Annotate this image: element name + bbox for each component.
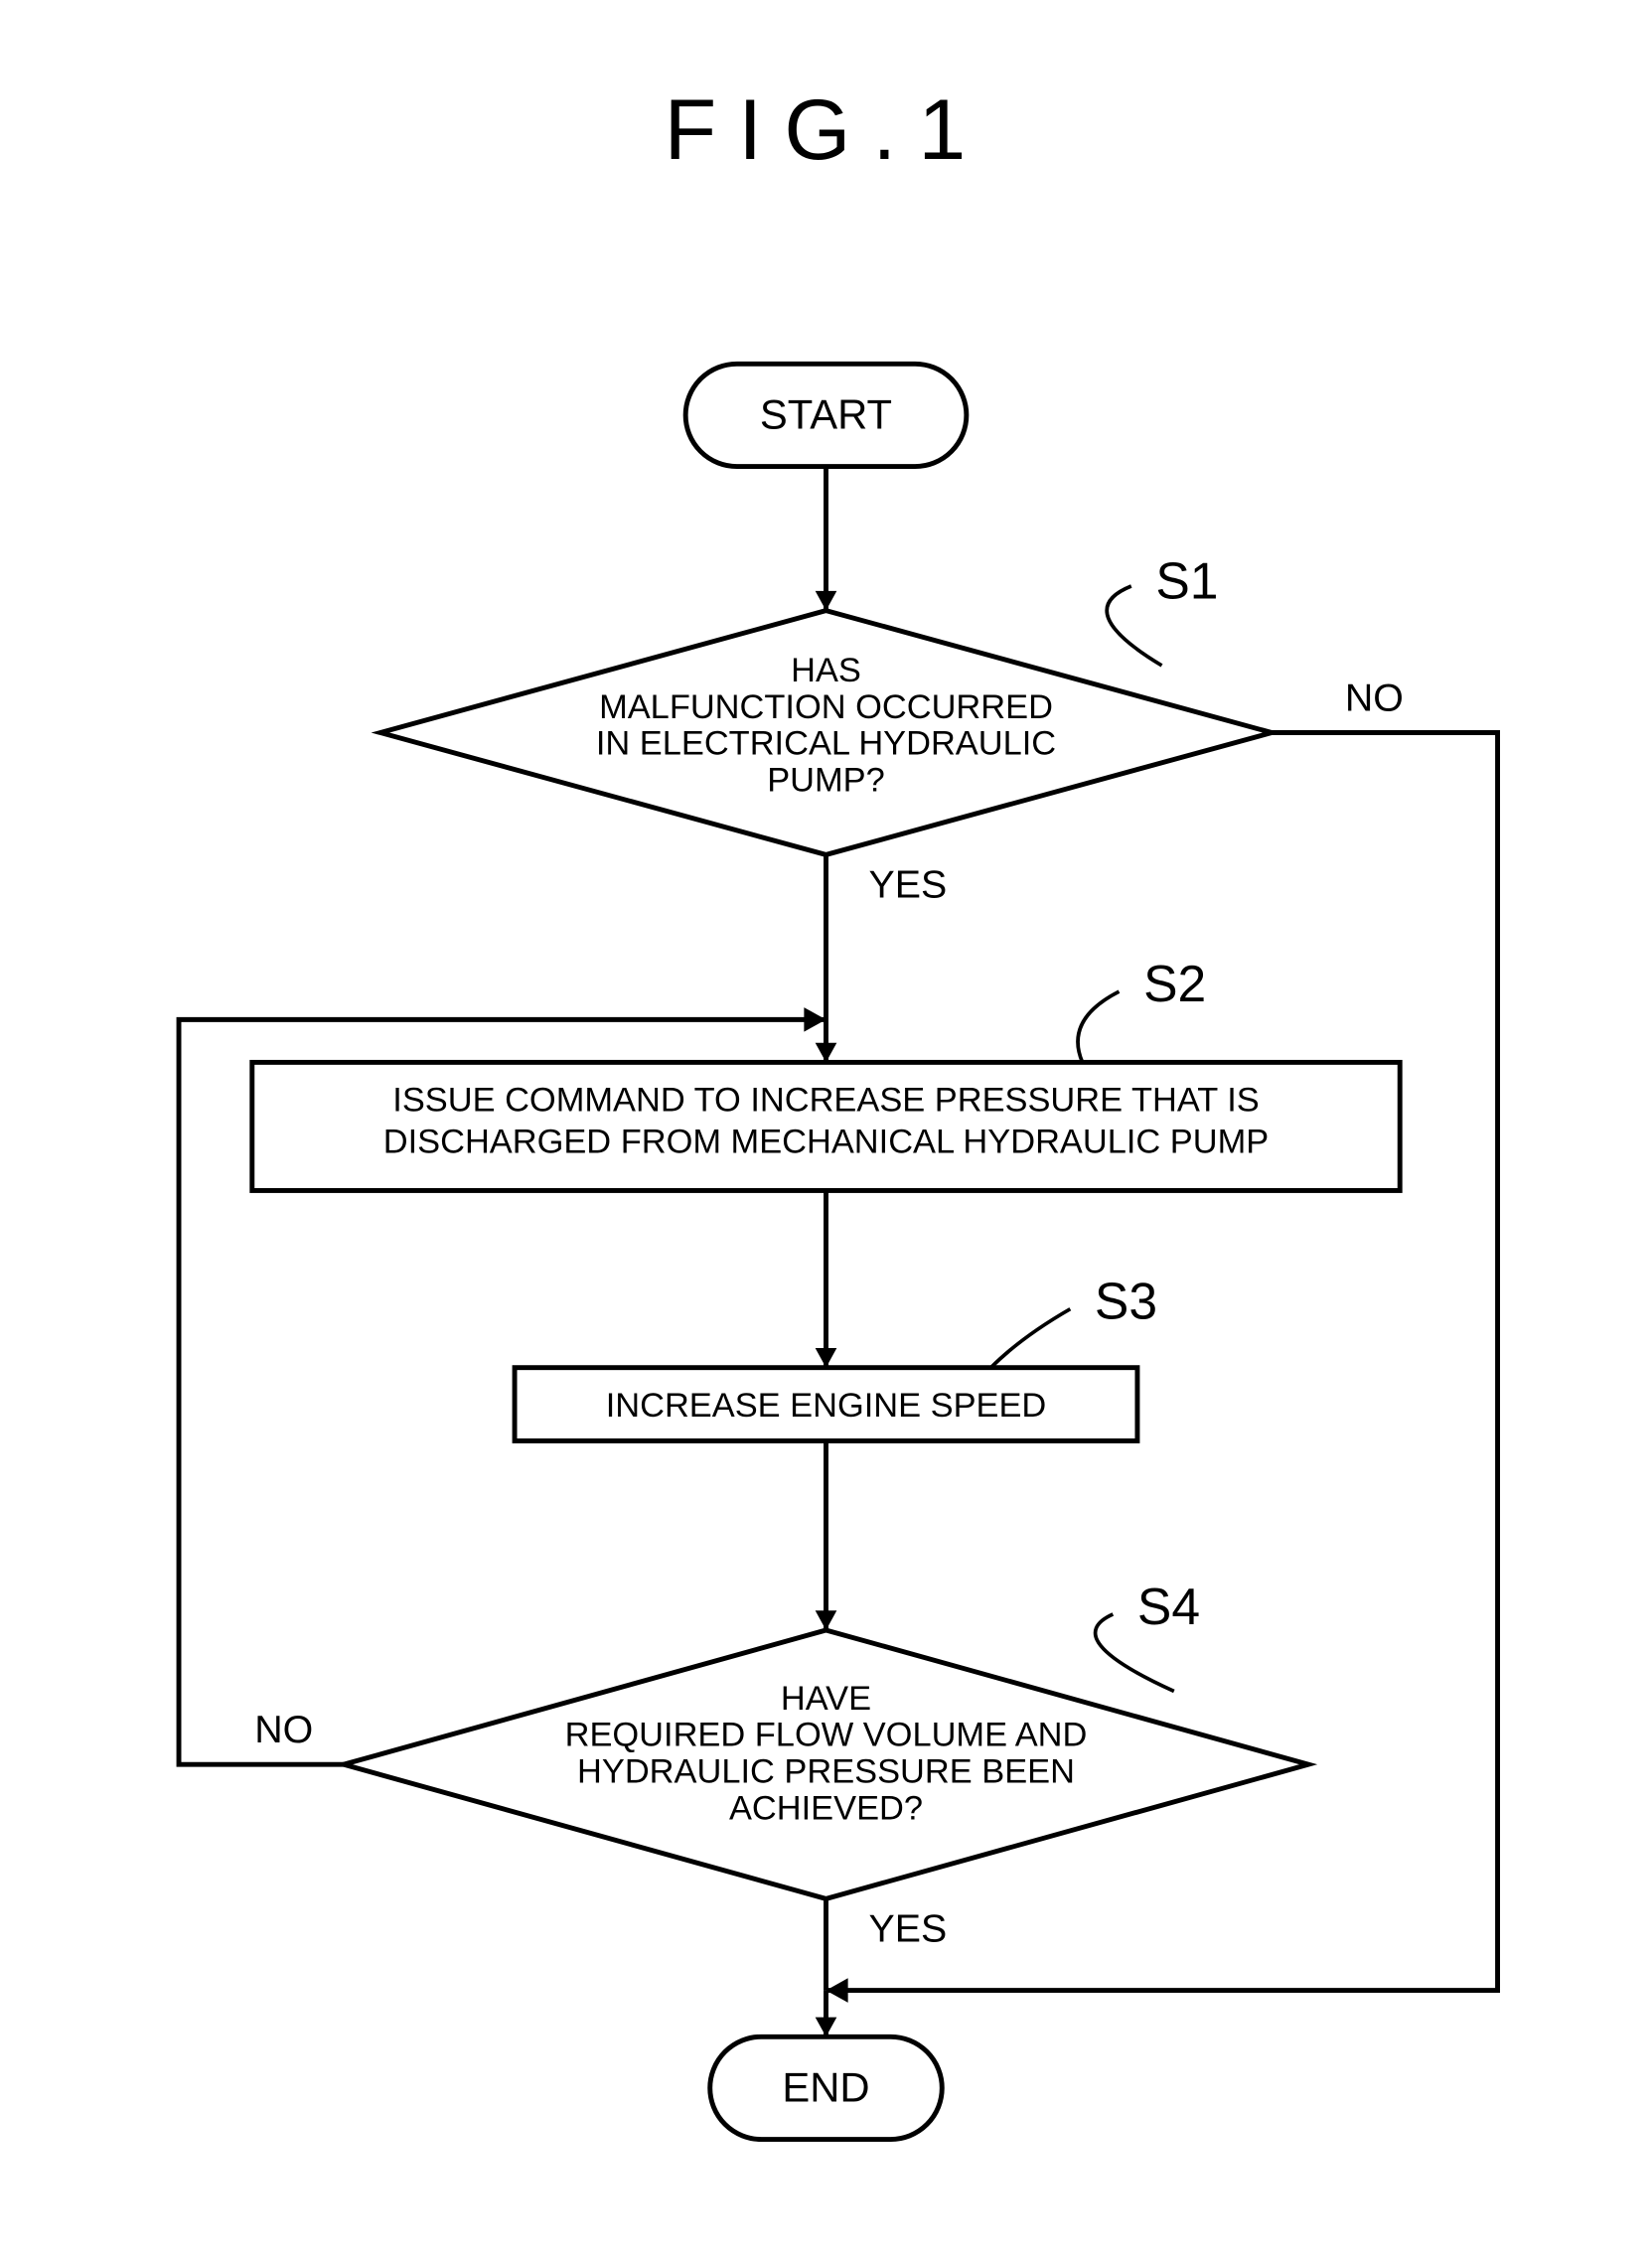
s2-text: ISSUE COMMAND TO INCREASE PRESSURE THAT … [392,1082,1259,1120]
s1-text: HAS [791,652,861,689]
s4-no-label: NO [254,1708,313,1751]
s1-text: MALFUNCTION OCCURRED [599,688,1053,726]
s4-yes-label: YES [869,1906,948,1950]
s1-text: PUMP? [767,762,885,800]
s2-text: DISCHARGED FROM MECHANICAL HYDRAULIC PUM… [383,1123,1269,1160]
s1-text: IN ELECTRICAL HYDRAULIC [596,725,1056,763]
s4-text: ACHIEVED? [729,1789,923,1827]
step-s4-label: S4 [1137,1578,1200,1635]
step-s1-label: S1 [1155,551,1218,609]
end-label: END [782,2063,869,2110]
start-label: START [760,390,892,437]
s1-yes-label: YES [869,862,948,906]
s1-no-label: NO [1345,676,1404,719]
s4-text: HYDRAULIC PRESSURE BEEN [577,1753,1075,1791]
s4-text: REQUIRED FLOW VOLUME AND [565,1717,1088,1754]
step-s2-label: S2 [1143,955,1206,1012]
s3-text: INCREASE ENGINE SPEED [606,1387,1047,1425]
s4-text: HAVE [781,1680,871,1718]
figure-title: FIG.1 [665,82,988,178]
step-s3-label: S3 [1095,1273,1157,1330]
